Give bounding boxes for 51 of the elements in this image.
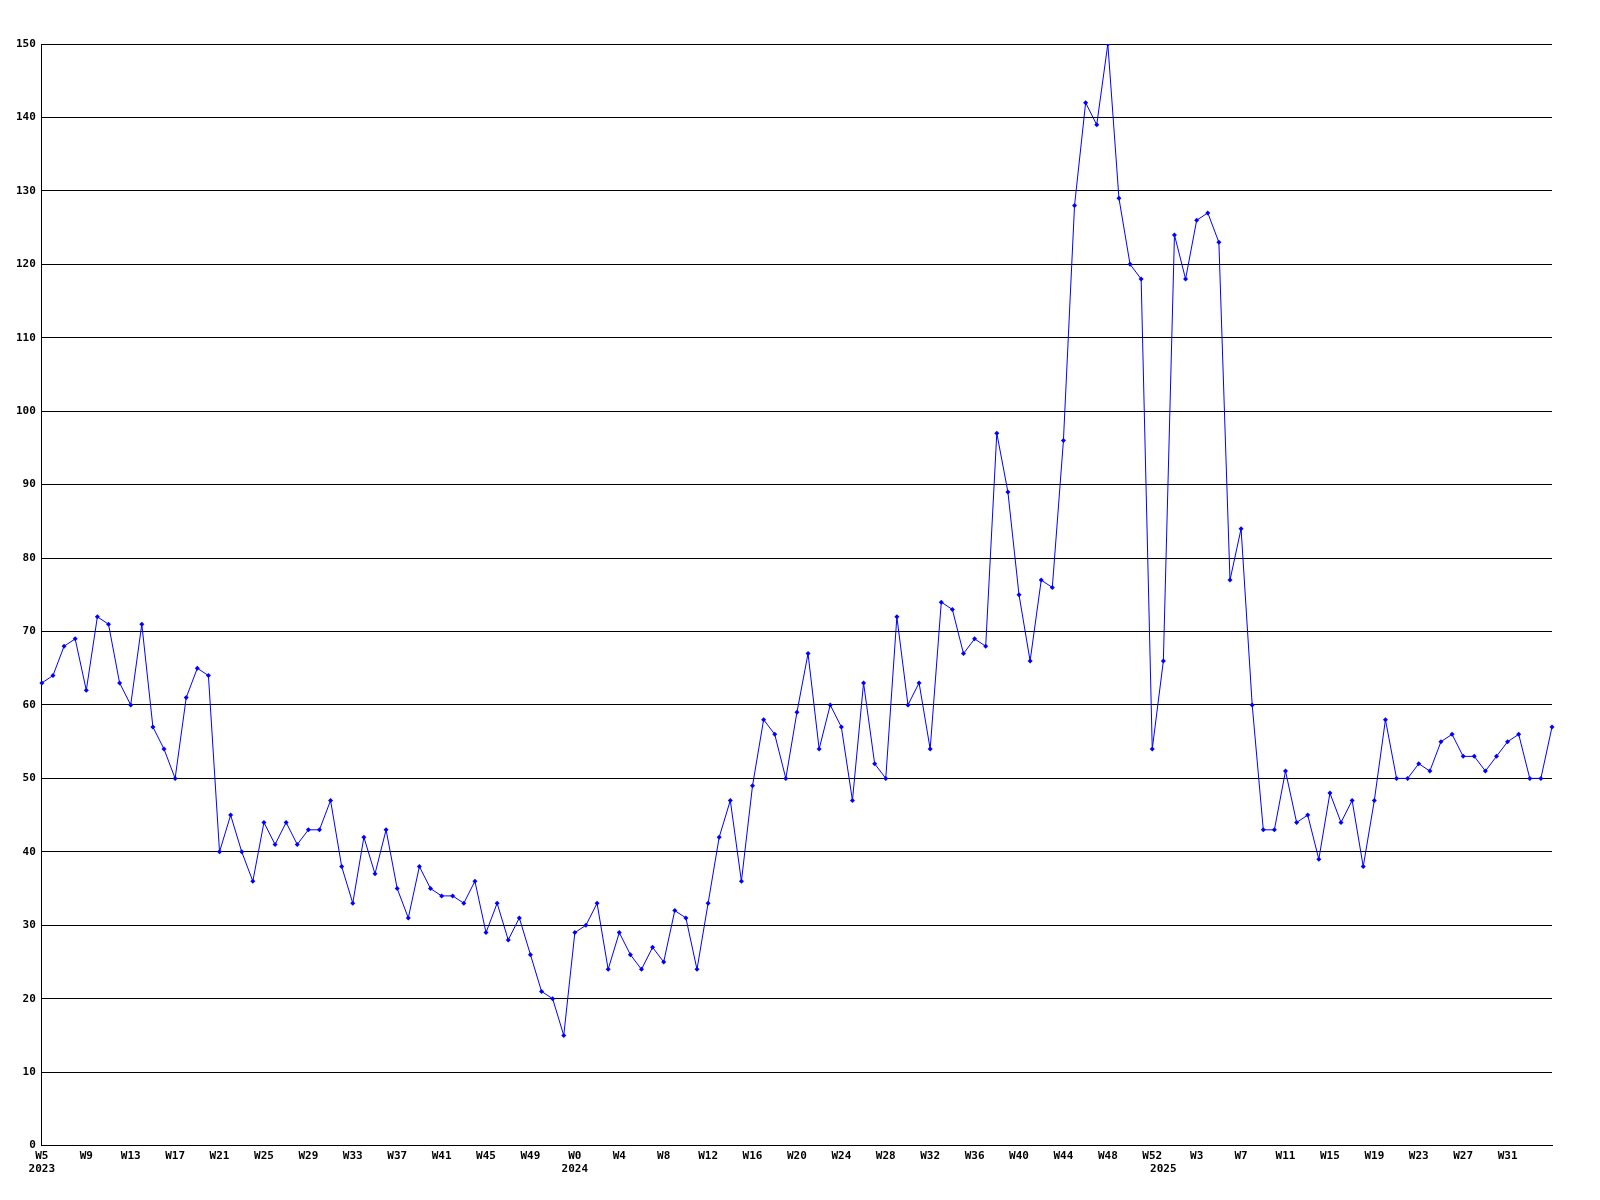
x-tick-label: W21	[209, 1149, 230, 1163]
x-tick-label: W0 2024	[561, 1149, 589, 1176]
x-tick-label: W19	[1364, 1149, 1385, 1163]
x-tick-label: W29	[298, 1149, 319, 1163]
x-tick-label: W41	[431, 1149, 452, 1163]
x-tick-label: W27	[1453, 1149, 1474, 1163]
y-tick-label: 10	[22, 1065, 36, 1079]
x-tick-label: W9	[79, 1149, 93, 1163]
y-tick-label: 80	[22, 550, 36, 564]
y-tick-label: 100	[15, 404, 36, 418]
y-tick-label: 60	[22, 697, 36, 711]
x-tick-label: W4	[612, 1149, 627, 1163]
y-tick-label: 110	[15, 330, 36, 344]
x-tick-label: W49	[520, 1149, 541, 1163]
x-tick-label: W25	[254, 1149, 274, 1163]
x-tick-label: 2025	[1150, 1162, 1177, 1176]
y-tick-label: 140	[15, 110, 36, 124]
x-tick-label: W24	[831, 1149, 852, 1163]
x-tick-label: W20	[787, 1149, 807, 1163]
x-tick-label: W16	[742, 1149, 763, 1163]
x-tick-label: W8	[657, 1149, 671, 1163]
y-tick-label: 120	[15, 257, 36, 271]
x-tick-label: W3	[1190, 1149, 1204, 1163]
x-tick-label: W33	[342, 1149, 363, 1163]
y-tick-label: 130	[15, 183, 36, 197]
x-tick-label: W45	[476, 1149, 496, 1163]
x-tick-label: W40	[1009, 1149, 1029, 1163]
x-tick-label: W7	[1234, 1149, 1248, 1163]
y-tick-label: 20	[22, 991, 36, 1005]
x-tick-label: W11	[1275, 1149, 1296, 1163]
x-tick-label: W17	[165, 1149, 186, 1163]
x-tick-label: W31	[1497, 1149, 1518, 1163]
y-tick-label: 50	[22, 771, 36, 785]
y-tick-label: 0	[29, 1138, 36, 1152]
x-tick-label: W48	[1097, 1149, 1118, 1163]
x-tick-label: W5 2023	[28, 1149, 56, 1176]
x-tick-label: W36	[964, 1149, 985, 1163]
x-tick-label: W37	[387, 1149, 408, 1163]
x-tick-label: W52	[1142, 1149, 1163, 1163]
y-tick-label: 90	[22, 477, 36, 491]
y-tick-label: 150	[15, 36, 36, 50]
x-tick-label: W15	[1319, 1149, 1340, 1163]
x-tick-label: W13	[120, 1149, 141, 1163]
x-tick-label: W28	[875, 1149, 896, 1163]
x-tick-label: W23	[1408, 1149, 1429, 1163]
x-tick-label: W12	[698, 1149, 719, 1163]
y-tick-label: 40	[22, 844, 36, 858]
x-tick-label: W32	[920, 1149, 941, 1163]
x-tick-label: W44	[1053, 1149, 1074, 1163]
y-tick-label: 30	[22, 918, 36, 932]
y-tick-label: 70	[22, 624, 36, 638]
